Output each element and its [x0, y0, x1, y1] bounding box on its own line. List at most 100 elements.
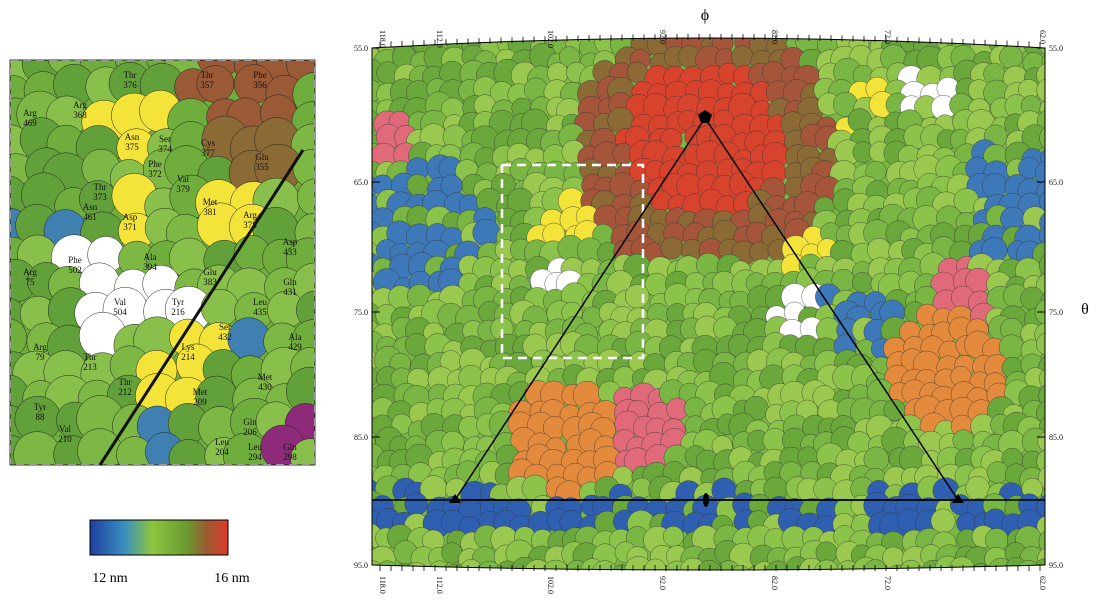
residue-name: Arg [23, 267, 37, 277]
surface-blob [372, 365, 378, 388]
theta-tick-label: 55.0 [1049, 44, 1063, 53]
residue-name: Cys [201, 138, 216, 148]
residue-number: 435 [253, 307, 267, 317]
surface-blob [717, 560, 741, 570]
residue-number: 432 [218, 332, 232, 342]
surface-blob [1040, 146, 1045, 169]
phi-tick-label: 62.0 [1038, 30, 1047, 44]
residue-number: 357 [200, 80, 214, 90]
phi-tick-label: 82.0 [770, 576, 779, 590]
theta-tick-label: 65.0 [354, 178, 368, 187]
surface-blob [965, 475, 990, 501]
residue-name: Val [59, 424, 71, 434]
fivefold-symbol [698, 110, 712, 123]
residue-name: Leu [253, 297, 267, 307]
surface-blob [1033, 558, 1045, 570]
residue-name: Gln [243, 417, 257, 427]
surface-blob [1038, 353, 1045, 381]
residue-number: 377 [201, 148, 215, 158]
surface-blob [296, 290, 315, 329]
residue-number: 461 [83, 212, 97, 222]
surface-blob [1041, 50, 1045, 73]
residue-number: 431 [283, 287, 297, 297]
surface-blob [999, 45, 1023, 69]
residue-name: Arg [23, 108, 37, 118]
residue-number: 374 [158, 144, 172, 154]
residue-name: Thr [94, 182, 107, 192]
residue-name: Val [114, 297, 126, 307]
threefold-symbol [449, 494, 461, 503]
surface-blob [406, 174, 429, 196]
surface-blob [899, 559, 923, 570]
colorbar [89, 519, 229, 556]
residue-number: 75 [26, 277, 36, 287]
residue-name: Tyr [34, 402, 46, 412]
surface-blob [404, 333, 429, 357]
residue-name: Arg [243, 210, 257, 220]
theta-tick-label: 65.0 [1049, 178, 1063, 187]
residue-number: 206 [243, 427, 257, 437]
residue-number: 294 [248, 452, 262, 462]
phi-tick-label: 118.0 [378, 576, 387, 594]
theta-tick-label: 75.0 [354, 308, 368, 317]
residue-number: 375 [125, 142, 139, 152]
residue-name: Ser [159, 134, 171, 144]
surface-blob [731, 45, 754, 68]
surface-blob [948, 556, 976, 570]
diagonal-line [98, 149, 305, 466]
residue-number: 378 [243, 220, 257, 230]
residue-number: 502 [68, 265, 82, 275]
residue-name: Val [177, 174, 189, 184]
phi-tick-label: 102.0 [546, 30, 555, 48]
residue-name: Phe [253, 70, 267, 80]
surface-blob [404, 492, 428, 516]
surface-blob [1036, 449, 1045, 474]
theta-tick-label: 95.0 [1049, 561, 1063, 570]
surface-blob [662, 526, 684, 547]
surface-blob [1038, 252, 1045, 278]
surface-blob [1039, 124, 1045, 152]
residue-name: Leu [248, 442, 262, 452]
surface-blob [886, 564, 909, 570]
surface-blob [813, 559, 840, 570]
colorbar-min: 12 nm [92, 571, 128, 586]
surface-blob [847, 108, 872, 133]
residue-name: Thr [119, 377, 132, 387]
surface-blob [541, 559, 570, 570]
residue-name: Gln [283, 277, 297, 287]
surface-blob [660, 236, 684, 260]
surface-blob [1041, 485, 1045, 507]
right-panel [372, 38, 1045, 570]
phi-tick-label: 112.0 [435, 576, 444, 594]
residue-name: Leu [215, 437, 229, 447]
residue-name: Thr [124, 70, 137, 80]
residue-name: Asn [125, 132, 140, 142]
phi-tick-label: 112.0 [435, 30, 444, 48]
residue-name: Met [193, 387, 208, 397]
surface-blob [729, 565, 752, 570]
surface-blob [697, 559, 721, 570]
twofold-symbol [703, 493, 709, 507]
residue-number: 381 [203, 207, 217, 217]
residue-name: Tyr [172, 297, 184, 307]
residue-name: Phe [148, 159, 162, 169]
surface-blob [625, 284, 650, 309]
residue-number: 430 [258, 382, 272, 392]
phi-tick-label: 92.0 [658, 576, 667, 590]
residue-name: Met [203, 197, 218, 207]
residue-name: Glu [203, 267, 217, 277]
surface-blob [952, 429, 975, 452]
surface-blob [472, 218, 501, 247]
surface-blob [392, 563, 417, 570]
surface-blob [749, 241, 770, 263]
residue-number: 210 [58, 434, 72, 444]
residue-name: Met [258, 372, 273, 382]
residue-number: 383 [203, 277, 217, 287]
surface-blob [1039, 211, 1045, 235]
residue-number: 88 [36, 412, 46, 422]
phi-tick-label: 102.0 [546, 576, 555, 594]
residue-name: Asp [283, 237, 298, 247]
zoom-box [500, 163, 645, 360]
surface-blob [77, 428, 123, 465]
